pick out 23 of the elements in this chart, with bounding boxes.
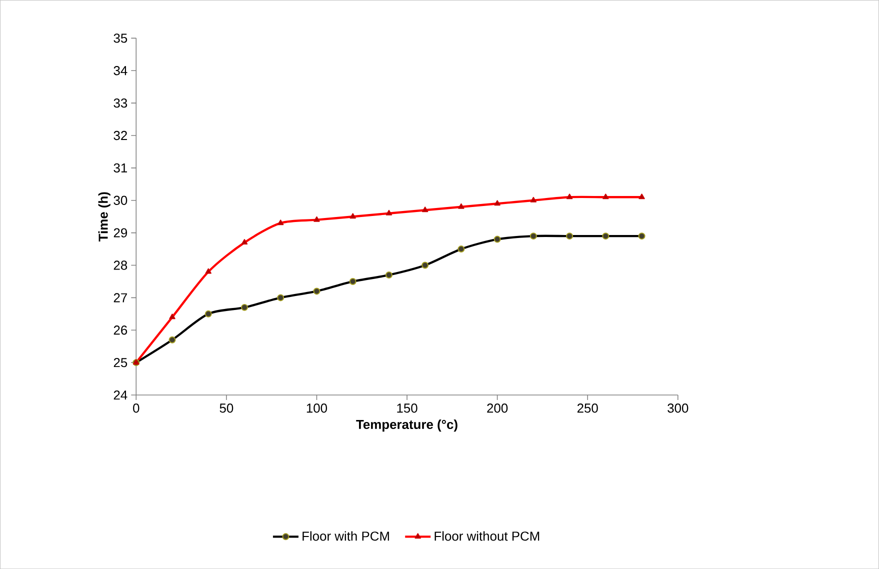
y-tick-label: 31 bbox=[114, 163, 127, 172]
x-tick-label: 150 bbox=[397, 403, 418, 413]
y-tick-label: 30 bbox=[114, 196, 128, 205]
y-tick-label: 32 bbox=[114, 130, 127, 140]
x-tick-label: 100 bbox=[306, 403, 328, 413]
x-tick-label: 50 bbox=[220, 403, 234, 413]
y-tick-label: 33 bbox=[114, 98, 128, 108]
x-tick-label: 200 bbox=[487, 403, 508, 413]
x-tick-label: 250 bbox=[577, 403, 598, 413]
legend-label: Floor with PCM bbox=[302, 531, 389, 541]
y-tick-label: 29 bbox=[114, 228, 128, 238]
y-tick-label: 25 bbox=[114, 358, 128, 368]
y-axis-title: Time (h) bbox=[98, 192, 110, 242]
y-tick-label: 27 bbox=[114, 293, 127, 302]
y-tick-label: 35 bbox=[114, 34, 128, 43]
x-tick-label: 300 bbox=[668, 403, 688, 413]
legend-label: Floor without PCM bbox=[434, 531, 540, 541]
y-tick-label: 34 bbox=[114, 66, 128, 76]
y-tick-label: 26 bbox=[114, 325, 128, 335]
x-tick-label: 0 bbox=[133, 403, 140, 413]
y-tick-label: 24 bbox=[114, 390, 128, 400]
x-axis-title: Temperature (°c) bbox=[356, 419, 458, 432]
y-tick-label: 28 bbox=[114, 260, 128, 270]
